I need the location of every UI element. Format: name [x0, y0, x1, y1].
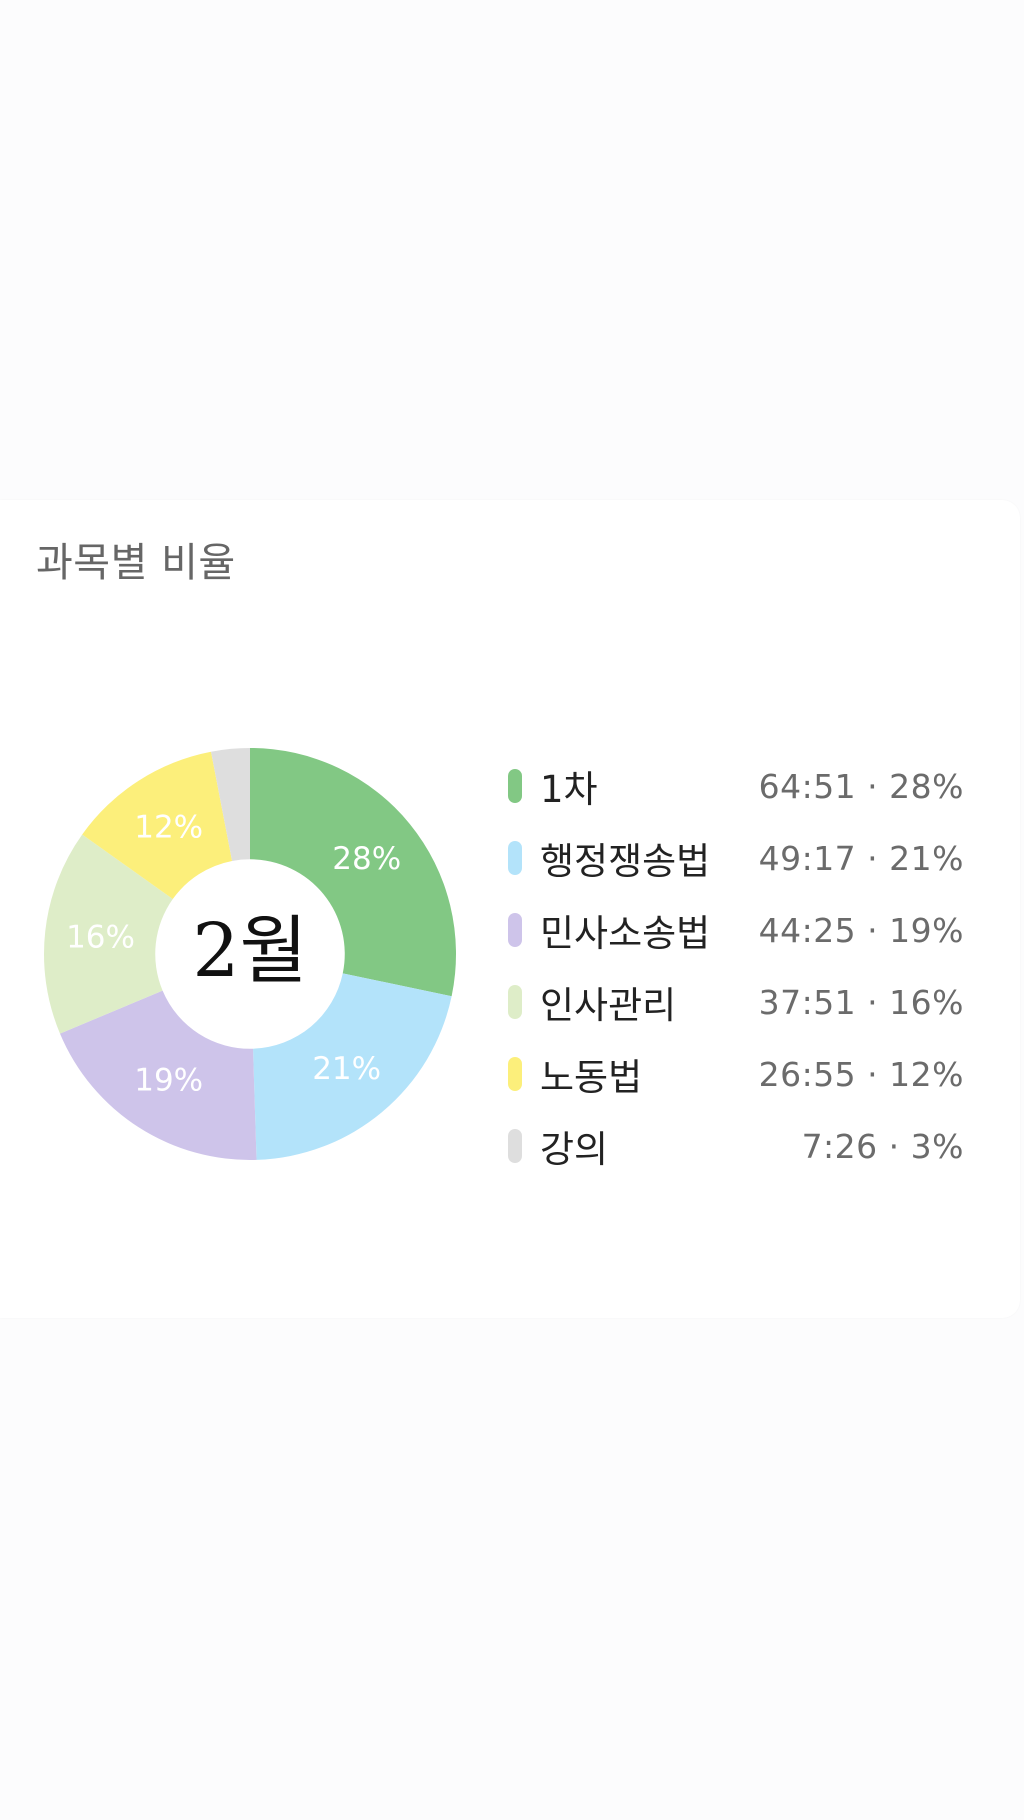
donut-slice: [250, 748, 457, 997]
slice-percent-label: 16%: [66, 919, 135, 955]
legend-swatch: [508, 769, 522, 803]
donut-slice: [253, 973, 452, 1160]
donut-slice: [211, 748, 250, 861]
donut-slice: [82, 751, 233, 900]
legend-item: 강의 7:26 · 3%: [508, 1110, 964, 1182]
chart-legend: 1차 64:51 · 28% 행정쟁송법 49:17 · 21% 민사소송법 4…: [508, 750, 964, 1182]
legend-name: 1차: [540, 768, 598, 811]
donut-chart-svg: 28% 21% 19% 16% 12%: [44, 748, 457, 1160]
card-title: 과목별 비율: [36, 540, 236, 586]
donut-chart: 28% 21% 19% 16% 12% 2월: [42, 746, 458, 1162]
legend-name: 인사관리: [540, 984, 677, 1027]
donut-slice: [44, 834, 173, 1034]
legend-item: 민사소송법 44:25 · 19%: [508, 894, 964, 966]
legend-value: 7:26 · 3%: [801, 1126, 964, 1166]
legend-name: 행정쟁송법: [540, 840, 711, 883]
legend-item: 인사관리 37:51 · 16%: [508, 966, 964, 1038]
slice-percent-label: 28%: [332, 841, 401, 877]
legend-swatch: [508, 913, 522, 947]
legend-value: 37:51 · 16%: [758, 982, 964, 1022]
legend-value: 64:51 · 28%: [758, 766, 964, 806]
center-month-label: 2월: [192, 908, 308, 994]
donut-slice: [59, 990, 257, 1160]
legend-name: 강의: [540, 1128, 609, 1171]
subject-ratio-card: 과목별 비율 28% 21% 19% 16% 12% 2월 1차 64:51 · 28%…: [0, 500, 1020, 1318]
legend-item: 1차 64:51 · 28%: [508, 750, 964, 822]
slice-percent-label: 19%: [134, 1063, 203, 1099]
legend-swatch: [508, 1057, 522, 1091]
legend-swatch: [508, 1129, 522, 1163]
legend-value: 44:25 · 19%: [758, 910, 964, 950]
legend-swatch: [508, 985, 522, 1019]
legend-value: 49:17 · 21%: [758, 838, 964, 878]
slice-percent-label: 12%: [134, 809, 203, 845]
legend-name: 노동법: [540, 1056, 643, 1099]
legend-value: 26:55 · 12%: [758, 1054, 964, 1094]
slice-percent-label: 21%: [312, 1051, 381, 1087]
legend-item: 행정쟁송법 49:17 · 21%: [508, 822, 964, 894]
legend-name: 민사소송법: [540, 912, 711, 955]
legend-item: 노동법 26:55 · 12%: [508, 1038, 964, 1110]
legend-swatch: [508, 841, 522, 875]
